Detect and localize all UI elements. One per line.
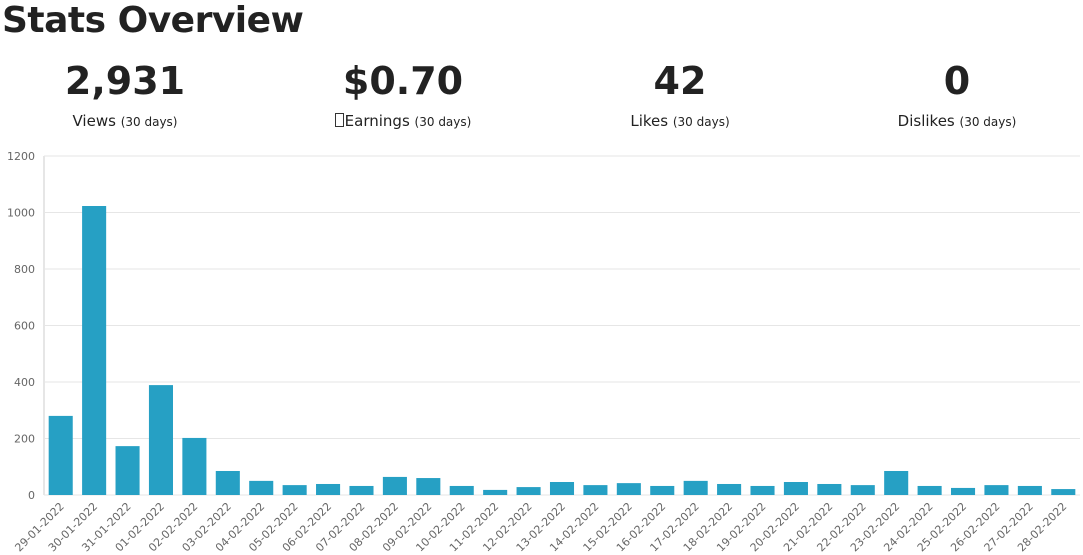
bar [984,485,1009,495]
stat-period: (30 days) [414,115,472,129]
bar [416,478,441,495]
bar [1017,485,1042,495]
bar [249,480,274,495]
bar [483,489,508,495]
bar [349,485,374,495]
stat-period: (30 days) [672,115,730,129]
stat-label-row: Views (30 days) [0,112,255,130]
y-tick-label: 1200 [7,150,35,163]
stat-card: $0.70 Earnings (30 days) [273,56,533,130]
missing-icon [334,113,344,127]
stat-value: 2,931 [64,59,186,103]
bar [917,485,942,495]
stat-label: Views [72,112,116,130]
bar [282,485,307,495]
stat-period: (30 days) [959,115,1017,129]
bar [683,480,708,495]
bar [750,485,775,495]
bar [783,482,808,495]
y-tick-label: 800 [14,263,35,276]
stat-label: Earnings [344,112,410,130]
bar [516,487,541,495]
bar [48,415,73,495]
stat-period: (30 days) [120,115,178,129]
stat-label: Likes [630,112,669,130]
stat-label-row: Dislikes (30 days) [827,112,1083,130]
stat-card: 42 Likes (30 days) [550,56,810,130]
bar [382,476,407,495]
stat-card: 2,931 Views (30 days) [0,56,255,130]
bar [449,485,474,495]
y-tick-label: 0 [28,489,35,502]
bar [115,446,140,495]
bar [148,385,173,495]
bar [1051,489,1076,495]
stat-label-row: Likes (30 days) [550,112,810,130]
bar [717,483,742,495]
y-tick-label: 1000 [7,207,35,220]
bar [583,485,608,495]
bar [850,485,875,495]
bar [82,206,107,495]
bar [650,485,675,495]
stat-card: 0 Dislikes (30 days) [827,56,1083,130]
stat-value: 0 [943,59,971,103]
stat-value: $0.70 [342,59,464,103]
bar [215,470,240,495]
bar [316,483,341,495]
stat-value: 42 [653,59,707,103]
bar [817,483,842,495]
bar [549,482,575,495]
y-tick-label: 400 [14,376,35,389]
stat-label-row: Earnings (30 days) [273,112,533,130]
bar [616,483,641,495]
stat-label: Dislikes [897,112,955,130]
bar [951,487,976,495]
bar [884,470,909,495]
y-tick-label: 600 [14,320,35,333]
y-tick-label: 200 [14,433,35,446]
page-title: Stats Overview [2,0,304,41]
bar [182,437,207,495]
